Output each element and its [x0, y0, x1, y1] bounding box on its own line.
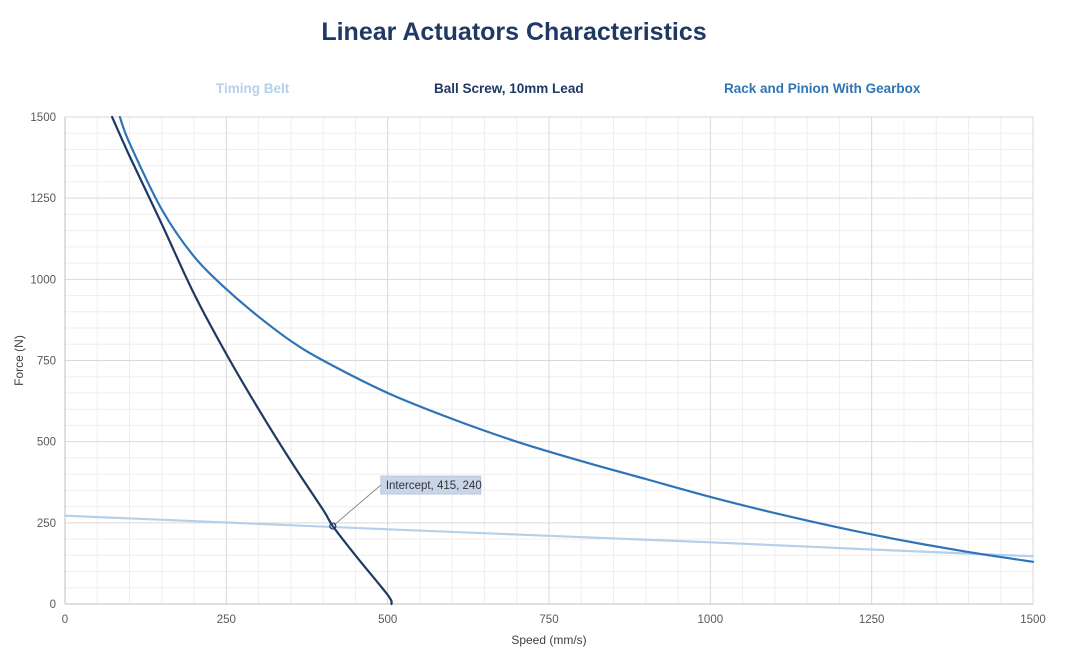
series-line-rack-and-pinion	[118, 115, 1035, 563]
y-tick-label: 1500	[30, 112, 56, 124]
annotation-label: Intercept, 415, 240	[386, 480, 482, 492]
legend-item-rack-and-pinion: Rack and Pinion With Gearbox	[724, 81, 921, 96]
x-tick-label: 1500	[1020, 614, 1046, 626]
x-tick-label: 1250	[859, 614, 885, 626]
y-tick-label: 1250	[30, 193, 56, 205]
y-tick-label: 1000	[30, 274, 56, 286]
x-axis-ticks: 0 250 500 750 1000 1250 1500	[62, 614, 1046, 626]
x-tick-label: 0	[62, 614, 68, 626]
y-axis-ticks: 0 250 500 750 1000 1250 1500	[30, 112, 56, 611]
major-gridlines	[64, 116, 1034, 605]
legend-item-ball-screw: Ball Screw, 10mm Lead	[434, 81, 584, 96]
y-axis-label: Force (N)	[12, 335, 26, 386]
x-tick-label: 500	[378, 614, 397, 626]
x-tick-label: 750	[539, 614, 558, 626]
series-line-timing-belt	[63, 514, 1035, 558]
y-tick-label: 750	[37, 356, 56, 368]
series-line-ball-screw	[111, 115, 393, 606]
chart-title: Linear Actuators Characteristics	[321, 18, 707, 46]
y-tick-label: 500	[37, 437, 56, 449]
axes	[64, 117, 1033, 605]
x-tick-label: 1000	[698, 614, 724, 626]
y-tick-label: 0	[50, 599, 56, 611]
legend-item-timing-belt: Timing Belt	[216, 81, 290, 96]
x-axis-label: Speed (mm/s)	[511, 633, 586, 647]
y-tick-label: 250	[37, 518, 56, 530]
annotation-leader-line	[332, 484, 382, 527]
series-lines	[63, 115, 1035, 606]
annotation-marker	[329, 522, 337, 530]
annotation-label-box	[380, 475, 482, 495]
annotations: Intercept, 415, 240	[329, 475, 482, 530]
x-tick-label: 250	[217, 614, 236, 626]
